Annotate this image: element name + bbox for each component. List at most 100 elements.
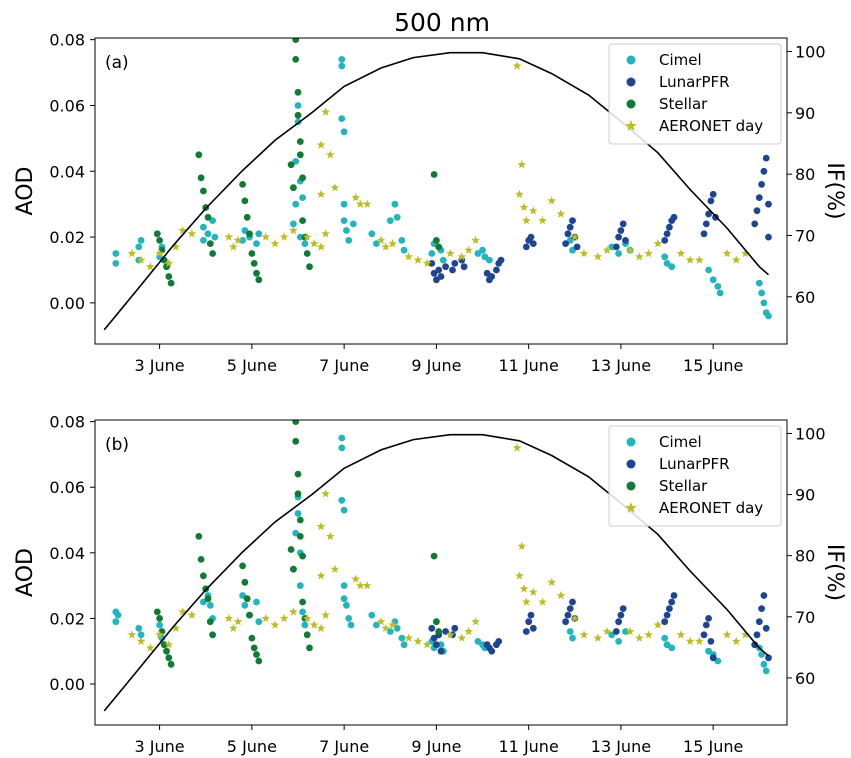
lunarpfr-point (700, 230, 708, 238)
stellar-point (204, 595, 212, 603)
y-tick-label: 0.06 (49, 96, 85, 115)
aeronet-point (457, 633, 467, 642)
y-axis-label: AOD (13, 167, 38, 216)
cimel-point (114, 611, 122, 619)
lunarpfr-point (666, 223, 673, 231)
aeronet-point (517, 541, 527, 550)
stellar-point (299, 217, 306, 225)
aeronet-point (722, 630, 732, 639)
legend: Cimel LunarPFR Stellar AERONET day (608, 43, 782, 145)
cimel-point (290, 220, 297, 228)
aeronet-point (457, 252, 467, 261)
cimel-point (386, 628, 394, 635)
cimel-point (253, 598, 260, 606)
cimel-point (486, 256, 493, 264)
lunarpfr-point (428, 260, 436, 267)
y2-tick-label: 80 (795, 547, 815, 566)
aeronet-point (316, 571, 326, 580)
aeronet-point (381, 623, 390, 632)
series-if (103, 433, 770, 712)
lunarpfr-point (663, 611, 671, 619)
aeronet-point (171, 242, 181, 251)
aeronet-point (316, 623, 326, 632)
x-tick-label: 7 June (319, 356, 369, 375)
cimel-point (393, 624, 401, 632)
cimel-point (398, 634, 406, 642)
stellar-point (435, 243, 443, 251)
lunarpfr-point (617, 611, 625, 619)
stellar-point (296, 516, 304, 524)
aeronet-point (570, 232, 580, 241)
aeronet-point (685, 255, 695, 264)
stellar-point (306, 263, 313, 271)
stellar-point (160, 641, 168, 649)
cimel-point (338, 56, 346, 63)
cimel-point (137, 237, 145, 244)
cimel-point (668, 644, 676, 652)
aeronet-point (229, 623, 238, 632)
aeronet-point (321, 229, 330, 238)
aeronet-point (233, 235, 243, 245)
aeronet-point (556, 209, 566, 218)
aeronet-point (685, 636, 695, 646)
aeronet-point (178, 225, 187, 235)
y-tick-label: 0.02 (49, 228, 85, 247)
lunarpfr-point (522, 628, 530, 635)
cimel-point (758, 651, 765, 658)
aeronet-point (653, 239, 663, 248)
aeronet-point (355, 581, 365, 590)
aeronet-point (722, 248, 732, 258)
x-tick-label: 9 June (411, 737, 461, 756)
legend-label-cimel: Cimel (659, 433, 702, 451)
aeronet-point (330, 564, 340, 573)
aeronet-point (625, 245, 635, 254)
stellar-point (294, 470, 302, 478)
lunarpfr-point (562, 618, 569, 626)
legend-marker-aeronet-day (625, 120, 637, 131)
lunarpfr-point (758, 181, 765, 188)
aeronet-point (270, 620, 280, 629)
x-tick-label: 3 June (135, 356, 185, 375)
stellar-point (296, 533, 304, 540)
y2-tick-label: 80 (795, 165, 815, 184)
aeronet-point (731, 636, 741, 646)
cimel-point (373, 621, 380, 629)
aeronet-point (644, 248, 653, 258)
lunarpfr-point (751, 220, 759, 228)
lunarpfr-point (442, 263, 449, 271)
aeronet-point (224, 232, 234, 241)
y-axis-label: AOD (13, 548, 38, 597)
aeronet-point (355, 199, 365, 208)
lunarpfr-point (622, 237, 629, 244)
stellar-point (294, 88, 302, 96)
cimel-point (340, 200, 348, 208)
aeronet-point (515, 571, 524, 580)
aeronet-point (593, 252, 603, 261)
cimel-point (569, 634, 576, 642)
y-tick-label: 0.06 (49, 478, 85, 497)
legend-marker-lunarpfr (626, 77, 636, 87)
lunarpfr-point (661, 618, 669, 626)
stellar-point (241, 578, 249, 586)
aeronet-point (316, 140, 326, 149)
chart-panel-a: 3 June 5 June 7 June 9 June 11 June 13 June 15… (13, 31, 847, 375)
stellar-point (250, 644, 258, 652)
stellar-point (292, 420, 300, 425)
cimel-point (255, 230, 263, 238)
aeronet-point (164, 640, 174, 649)
lunarpfr-point (707, 638, 715, 645)
aeronet-point (519, 202, 529, 212)
stellar-point (200, 187, 207, 195)
stellar-point (290, 565, 297, 573)
stellar-point (255, 276, 263, 284)
aeronet-point (376, 617, 386, 626)
cimel-point (345, 237, 353, 244)
y-tick-label: 0.00 (49, 294, 85, 313)
y2-tick-label: 100 (795, 424, 826, 443)
stellar-point (253, 651, 260, 658)
cimel-point (755, 279, 763, 287)
cimel-point (301, 240, 309, 248)
aeronet-point (517, 160, 527, 169)
aeronet-point (302, 232, 312, 241)
aeronet-point (579, 248, 589, 258)
